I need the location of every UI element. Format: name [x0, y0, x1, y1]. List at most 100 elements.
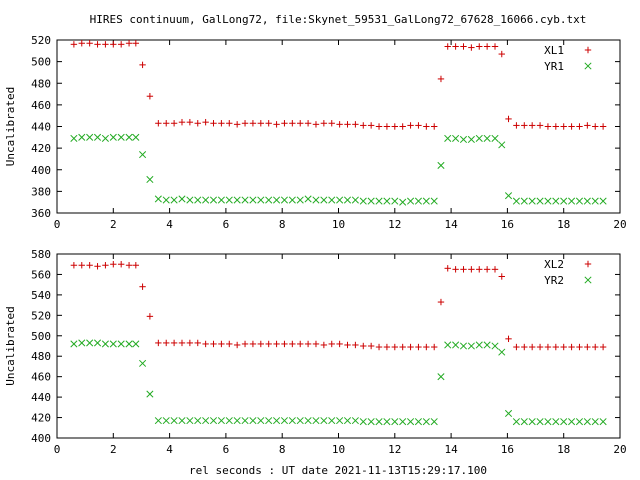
data-point	[431, 343, 438, 351]
data-point	[170, 417, 178, 425]
data-point	[125, 40, 133, 47]
data-point	[452, 43, 459, 50]
data-point	[552, 197, 560, 205]
data-point	[194, 196, 202, 204]
data-point	[70, 262, 78, 269]
data-point	[584, 343, 591, 351]
data-point	[460, 43, 467, 50]
data-point	[599, 418, 607, 426]
data-point	[498, 50, 505, 58]
data-point	[186, 339, 194, 347]
data-point	[109, 133, 117, 141]
data-point	[483, 266, 491, 273]
data-point	[78, 40, 85, 47]
data-point	[391, 343, 398, 351]
data-point	[336, 196, 344, 204]
data-point	[476, 266, 483, 273]
data-point	[154, 195, 162, 203]
data-point	[265, 417, 273, 425]
data-point	[139, 283, 146, 290]
data-point	[520, 197, 528, 205]
data-point	[592, 123, 599, 130]
data-point	[70, 340, 78, 348]
data-point	[296, 417, 304, 425]
data-point	[280, 196, 289, 204]
data-point	[414, 197, 422, 205]
x-tick-label: 20	[613, 218, 626, 231]
data-point	[289, 120, 296, 127]
data-point	[186, 118, 194, 126]
data-point	[344, 121, 351, 128]
data-point	[178, 339, 186, 347]
chart-panel-2: 0 2 4 6 8 10 12 14 16 18 20 400 420 440 460 480 500 520 54…	[4, 248, 627, 456]
data-point	[568, 343, 575, 351]
x-tick-label: 8	[279, 218, 286, 231]
data-point	[328, 196, 336, 204]
data-point	[422, 197, 430, 205]
y-tick-label: 500	[31, 330, 51, 343]
data-point	[312, 417, 320, 425]
data-point	[162, 417, 170, 425]
x-tick-label: 4	[166, 443, 173, 456]
y-tick-label: 580	[31, 248, 51, 261]
data-point	[117, 41, 125, 48]
data-point	[163, 120, 170, 127]
data-point	[170, 120, 178, 127]
data-point	[110, 41, 117, 48]
data-point	[202, 118, 209, 126]
data-point	[437, 161, 445, 169]
data-point	[257, 417, 265, 425]
data-point	[218, 340, 225, 348]
data-point	[217, 196, 225, 204]
data-point	[536, 122, 544, 129]
y-tick-label: 380	[31, 185, 51, 198]
data-point	[225, 196, 233, 204]
data-point	[241, 196, 249, 204]
data-point	[359, 197, 367, 205]
data-point	[483, 341, 491, 349]
data-point	[139, 151, 147, 159]
data-point	[437, 298, 445, 306]
y-tick-label: 440	[31, 121, 51, 134]
data-point	[423, 343, 430, 351]
data-point	[422, 418, 430, 426]
x-tick-label: 10	[332, 218, 345, 231]
data-point	[475, 134, 483, 142]
data-point	[241, 120, 249, 127]
data-point	[498, 348, 506, 356]
data-point	[592, 343, 599, 351]
data-point	[93, 133, 102, 141]
data-point	[86, 262, 93, 269]
data-point	[575, 197, 584, 205]
data-point	[383, 418, 391, 426]
data-point	[328, 120, 335, 127]
y-tick-label: 520	[31, 34, 51, 47]
data-point	[209, 196, 218, 204]
data-point	[320, 417, 328, 425]
data-point	[375, 343, 383, 351]
data-point	[320, 196, 328, 204]
data-point	[491, 342, 499, 350]
data-point	[415, 343, 422, 351]
data-point	[249, 120, 257, 127]
x-tick-label: 6	[223, 218, 230, 231]
data-point	[233, 196, 241, 204]
data-point	[583, 197, 591, 205]
y-tick-label: 400	[31, 164, 51, 177]
data-point	[513, 343, 520, 351]
x-tick-label: 2	[110, 443, 117, 456]
x-tick-label: 12	[388, 443, 401, 456]
data-point	[544, 123, 552, 130]
data-point	[367, 197, 375, 205]
y-tick-label: 460	[31, 99, 51, 112]
data-point	[257, 340, 265, 348]
data-point	[383, 123, 391, 130]
data-point	[170, 196, 178, 204]
data-point	[599, 197, 607, 205]
y-tick-label: 420	[31, 412, 51, 425]
data-point	[117, 133, 125, 141]
data-point	[544, 418, 552, 426]
data-point	[504, 409, 513, 418]
data-point	[351, 417, 359, 425]
data-point	[146, 390, 154, 398]
